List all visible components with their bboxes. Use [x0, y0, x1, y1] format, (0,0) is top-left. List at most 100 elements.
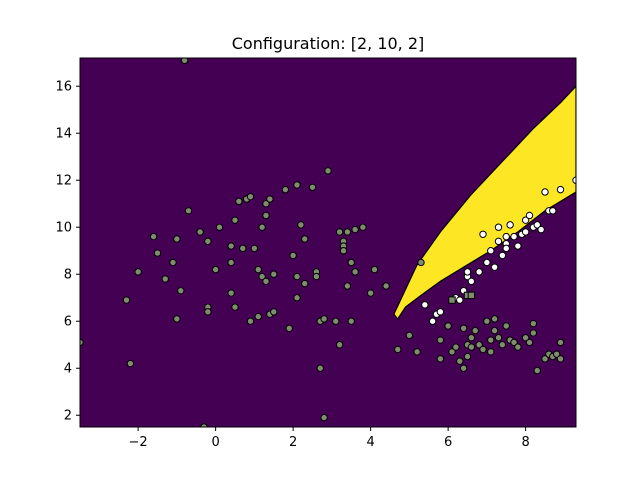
data-point: [525, 211, 534, 220]
data-point: [471, 326, 479, 335]
data-point: [281, 185, 290, 194]
data-point: [556, 355, 565, 363]
data-point: [479, 345, 487, 354]
data-point: [529, 319, 538, 328]
data-point: [421, 301, 429, 309]
data-point: [529, 329, 538, 337]
data-point: [514, 343, 522, 351]
data-point: [467, 343, 476, 351]
data-point: [293, 181, 301, 189]
plot-frame: [79, 57, 577, 428]
data-point: [250, 244, 259, 253]
data-point: [475, 341, 483, 349]
data-point: [459, 364, 468, 372]
data-point: [320, 315, 328, 323]
data-point: [448, 296, 456, 304]
x-tick-label: 8: [521, 435, 529, 450]
data-point: [332, 317, 340, 325]
y-tick-label: 12: [55, 174, 72, 189]
data-point: [196, 228, 204, 236]
data-point: [215, 223, 224, 231]
data-point: [436, 308, 445, 316]
data-point: [510, 232, 518, 241]
data-point: [204, 237, 212, 246]
data-point: [467, 277, 476, 285]
y-tick-label: 6: [64, 315, 72, 330]
data-point: [339, 247, 348, 255]
data-point: [262, 211, 270, 220]
data-point: [301, 279, 309, 288]
data-point: [490, 263, 499, 271]
data-point: [463, 352, 472, 361]
data-point: [475, 268, 483, 276]
data-point: [347, 258, 355, 267]
data-point: [289, 251, 297, 260]
data-point: [134, 268, 142, 276]
data-point: [521, 333, 530, 342]
data-point: [456, 357, 464, 365]
data-point: [227, 258, 235, 267]
data-point: [490, 315, 499, 323]
data-point: [413, 348, 421, 356]
data-point: [490, 326, 499, 335]
data-point: [285, 324, 293, 332]
y-tick-label: 8: [64, 268, 72, 283]
data-point: [366, 289, 375, 297]
data-point: [254, 265, 262, 274]
data-point: [463, 268, 472, 276]
data-point: [293, 272, 301, 281]
data-point: [308, 183, 317, 191]
data-point: [211, 265, 220, 274]
chart-title: Configuration: [2, 10, 2]: [232, 34, 425, 53]
data-point: [487, 348, 495, 356]
data-point: [487, 336, 495, 344]
data-point: [258, 223, 266, 231]
data-point: [126, 359, 135, 368]
data-point: [533, 221, 541, 229]
data-point: [483, 258, 491, 267]
data-point: [448, 348, 456, 356]
data-point: [521, 228, 530, 236]
data-point: [235, 197, 243, 206]
data-point: [254, 312, 262, 321]
plot-area: [80, 58, 576, 427]
data-point: [483, 317, 491, 325]
data-point: [436, 355, 445, 363]
data-point: [479, 230, 487, 238]
data-point: [227, 289, 235, 297]
plot-content: [80, 58, 576, 427]
data-point: [180, 58, 189, 65]
data-point: [498, 341, 507, 349]
data-point: [312, 272, 321, 281]
data-point: [467, 333, 476, 342]
data-point: [316, 364, 324, 372]
data-point: [487, 247, 495, 255]
data-point: [343, 282, 352, 290]
data-point: [122, 296, 131, 304]
data-point: [301, 235, 309, 243]
data-point: [444, 322, 452, 330]
data-point: [270, 308, 278, 316]
data-point: [343, 228, 352, 236]
data-point: [335, 341, 344, 349]
data-point: [173, 235, 181, 243]
data-point: [502, 244, 510, 253]
data-point: [498, 251, 507, 260]
data-point: [452, 343, 460, 351]
data-point: [347, 317, 355, 325]
data-point: [459, 324, 468, 332]
data-point: [161, 275, 169, 283]
data-point: [169, 258, 177, 267]
data-point: [494, 223, 503, 231]
data-point: [494, 237, 503, 246]
data-point: [549, 207, 557, 215]
data-point: [184, 207, 193, 215]
data-point: [246, 317, 255, 325]
x-tick-label: 6: [444, 435, 452, 450]
data-point: [541, 188, 549, 196]
data-point: [149, 232, 158, 241]
data-point: [324, 167, 332, 175]
data-point: [231, 303, 239, 311]
data-point: [359, 223, 367, 231]
